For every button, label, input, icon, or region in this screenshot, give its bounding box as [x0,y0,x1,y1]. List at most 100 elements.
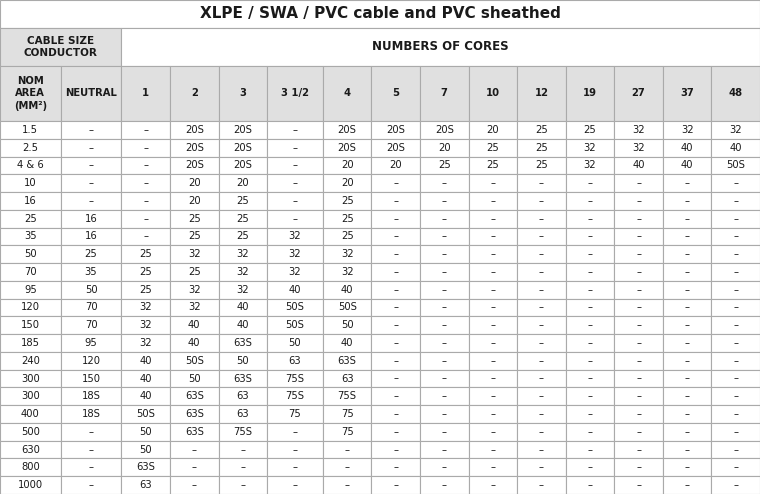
Text: 20: 20 [438,143,451,153]
Bar [469,458,517,476]
Text: 70: 70 [85,320,97,330]
Bar [663,192,711,210]
Bar [372,387,420,405]
Bar [268,228,323,246]
Bar [663,263,711,281]
Text: 20S: 20S [386,125,405,135]
Text: 40: 40 [341,338,353,348]
Bar [565,157,614,174]
Text: –: – [733,445,738,454]
Bar [0,192,61,210]
Bar [268,66,323,121]
Text: –: – [393,480,398,490]
Text: 800: 800 [21,462,40,472]
Bar [420,370,469,387]
Bar [420,157,469,174]
Bar [170,458,219,476]
Text: –: – [490,462,496,472]
Text: –: – [293,161,297,170]
Bar [517,316,565,334]
Text: –: – [685,391,689,401]
Bar [663,298,711,316]
Text: 2.5: 2.5 [22,143,38,153]
Text: 75S: 75S [337,391,356,401]
Text: 16: 16 [84,214,97,224]
Text: –: – [344,480,350,490]
Bar [61,210,122,228]
Text: 50: 50 [188,373,201,383]
Bar [61,458,122,476]
Bar [0,476,61,494]
Bar [219,210,268,228]
Text: 4 & 6: 4 & 6 [17,161,44,170]
Bar [711,316,760,334]
Text: –: – [733,409,738,419]
Text: 40: 40 [289,285,301,295]
Bar [61,298,122,316]
Text: 20: 20 [340,161,353,170]
Bar [170,370,219,387]
Bar [517,405,565,423]
Text: –: – [393,391,398,401]
Text: –: – [89,445,93,454]
Bar [565,66,614,121]
Bar [420,228,469,246]
Text: –: – [393,373,398,383]
Bar [122,423,170,441]
Bar [420,458,469,476]
Text: –: – [587,196,593,206]
Bar [663,121,711,139]
Text: –: – [685,267,689,277]
Bar [372,66,420,121]
Text: 18S: 18S [81,409,100,419]
Text: –: – [293,480,297,490]
Bar [565,334,614,352]
Bar [469,121,517,139]
Text: –: – [442,338,447,348]
Text: –: – [539,462,544,472]
Bar [61,387,122,405]
Bar [170,387,219,405]
Bar [517,210,565,228]
Text: 40: 40 [632,161,644,170]
Bar [170,281,219,298]
Bar [170,157,219,174]
Bar [323,423,372,441]
Bar [0,281,61,298]
Bar [711,298,760,316]
Bar [61,192,122,210]
Bar [565,458,614,476]
Bar [420,174,469,192]
Bar [614,298,663,316]
Bar [420,441,469,458]
Text: 40: 40 [341,285,353,295]
Bar [614,387,663,405]
Bar [711,458,760,476]
Bar [268,423,323,441]
Text: –: – [539,285,544,295]
Text: –: – [636,480,641,490]
Bar [663,66,711,121]
Bar [565,476,614,494]
Text: 10: 10 [24,178,36,188]
Text: 50: 50 [139,445,152,454]
Text: –: – [685,338,689,348]
Bar [122,210,170,228]
Bar [323,352,372,370]
Text: –: – [539,249,544,259]
Text: 95: 95 [24,285,36,295]
Bar [517,139,565,157]
Bar [711,423,760,441]
Text: –: – [685,320,689,330]
Bar [517,281,565,298]
Bar [122,246,170,263]
Bar [614,334,663,352]
Bar [663,316,711,334]
Text: –: – [733,338,738,348]
Bar [469,370,517,387]
Text: –: – [587,427,593,437]
Bar [372,298,420,316]
Text: –: – [539,267,544,277]
Text: 50S: 50S [286,302,305,313]
Bar [219,263,268,281]
